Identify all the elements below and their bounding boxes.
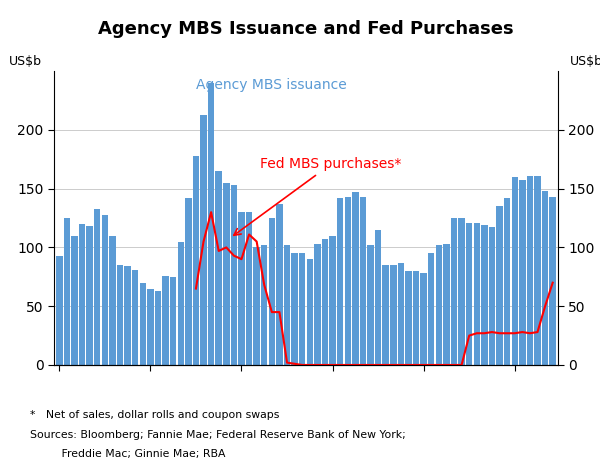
Text: Fed MBS purchases*: Fed MBS purchases*	[234, 157, 402, 235]
Bar	[436, 245, 442, 365]
Bar	[117, 265, 123, 365]
Bar	[269, 218, 275, 365]
Bar	[360, 197, 366, 365]
Bar	[200, 115, 207, 365]
Bar	[208, 83, 214, 365]
Bar	[466, 223, 472, 365]
Text: Freddie Mac; Ginnie Mae; RBA: Freddie Mac; Ginnie Mae; RBA	[30, 449, 226, 459]
Bar	[413, 271, 419, 365]
Bar	[86, 226, 93, 365]
Bar	[534, 176, 541, 365]
Bar	[124, 266, 131, 365]
Text: US$b: US$b	[571, 55, 600, 68]
Bar	[56, 255, 62, 365]
Bar	[147, 289, 154, 365]
Bar	[253, 247, 260, 365]
Bar	[443, 244, 449, 365]
Bar	[322, 239, 328, 365]
Bar	[398, 263, 404, 365]
Bar	[375, 230, 382, 365]
Bar	[94, 209, 100, 365]
Bar	[140, 283, 146, 365]
Bar	[170, 277, 176, 365]
Bar	[215, 171, 222, 365]
Bar	[132, 270, 139, 365]
Bar	[382, 265, 389, 365]
Bar	[246, 212, 252, 365]
Bar	[367, 245, 374, 365]
Text: Agency MBS issuance: Agency MBS issuance	[196, 78, 347, 92]
Bar	[519, 181, 526, 365]
Bar	[542, 191, 548, 365]
Bar	[193, 156, 199, 365]
Bar	[276, 204, 283, 365]
Bar	[504, 198, 511, 365]
Bar	[481, 225, 488, 365]
Bar	[428, 253, 434, 365]
Bar	[344, 197, 351, 365]
Bar	[223, 183, 230, 365]
Bar	[489, 228, 495, 365]
Bar	[496, 206, 503, 365]
Text: US$b: US$b	[8, 55, 41, 68]
Bar	[185, 198, 191, 365]
Bar	[527, 176, 533, 365]
Bar	[155, 291, 161, 365]
Text: *   Net of sales, dollar rolls and coupon swaps: * Net of sales, dollar rolls and coupon …	[30, 410, 280, 420]
Bar	[307, 259, 313, 365]
Bar	[512, 177, 518, 365]
Bar	[329, 236, 336, 365]
Bar	[64, 218, 70, 365]
Bar	[178, 242, 184, 365]
Bar	[390, 265, 397, 365]
Bar	[71, 236, 78, 365]
Bar	[163, 276, 169, 365]
Bar	[451, 218, 457, 365]
Title: Agency MBS Issuance and Fed Purchases: Agency MBS Issuance and Fed Purchases	[98, 20, 514, 38]
Bar	[299, 253, 305, 365]
Bar	[314, 244, 320, 365]
Bar	[550, 197, 556, 365]
Bar	[352, 192, 359, 365]
Bar	[101, 215, 108, 365]
Bar	[421, 273, 427, 365]
Bar	[458, 218, 465, 365]
Bar	[405, 271, 412, 365]
Bar	[79, 224, 85, 365]
Bar	[109, 236, 116, 365]
Bar	[284, 245, 290, 365]
Bar	[473, 223, 480, 365]
Bar	[292, 253, 298, 365]
Text: Sources: Bloomberg; Fannie Mae; Federal Reserve Bank of New York;: Sources: Bloomberg; Fannie Mae; Federal …	[30, 430, 406, 440]
Bar	[261, 245, 268, 365]
Bar	[230, 185, 237, 365]
Bar	[337, 198, 343, 365]
Bar	[238, 212, 245, 365]
